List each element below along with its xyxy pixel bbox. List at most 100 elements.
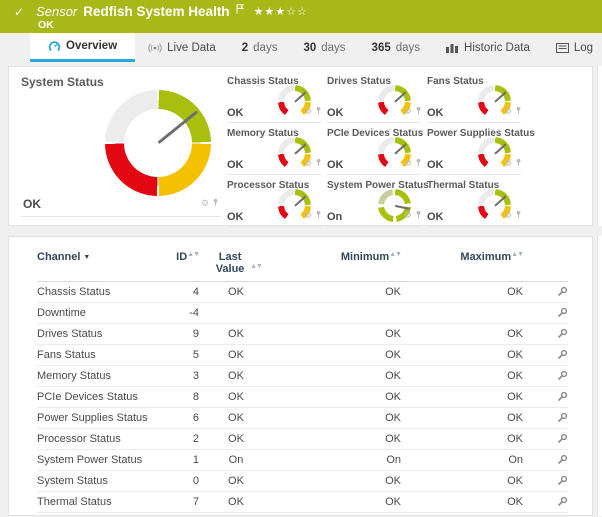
channel-name[interactable]: Processor Status [37,428,165,450]
channel-minimum: OK [273,323,401,345]
channel-name[interactable]: PCIe Devices Status [37,386,165,408]
channel-settings-icon[interactable] [556,410,568,427]
pin-icon[interactable] [315,102,322,120]
sensor-header: ✓ Sensor Redfish System Health ★★★☆☆ OK [0,0,602,33]
channel-settings-icon[interactable] [556,284,568,301]
cell-title: Chassis Status [227,76,299,87]
gear-icon[interactable]: ⚙ [200,197,209,208]
channel-name[interactable]: Downtime [37,302,165,324]
channel-last-value: OK [199,407,273,429]
gear-icon[interactable]: ⚙ [403,209,412,220]
gear-icon[interactable]: ⚙ [303,209,312,220]
tab-historic-data[interactable]: Historic Data [433,33,543,62]
pin-icon[interactable] [315,206,322,224]
cell-value: OK [327,159,344,171]
channel-last-value: On [199,449,273,471]
channel-settings-icon[interactable] [556,368,568,385]
system-status-cell[interactable]: System Status OK ⚙ [21,75,221,217]
gauge-cell-drives-status[interactable]: Drives Status OK ⚙ [327,73,421,123]
channel-id: 1 [165,449,199,471]
tab-log[interactable]: Log [543,33,602,62]
channel-name[interactable]: Power Supplies Status [37,407,165,429]
pin-icon[interactable] [515,154,522,172]
gauge-cell-chassis-status[interactable]: Chassis Status OK ⚙ [227,73,321,123]
pin-icon[interactable] [315,154,322,172]
channel-name[interactable]: System Power Status [37,449,165,471]
gauge-needle [157,110,198,145]
channel-id: 8 [165,386,199,408]
channel-maximum [401,302,523,324]
tab-bar: Overview Live Data 2 days 30 days 365 da… [0,33,602,62]
pin-icon[interactable] [515,206,522,224]
channel-settings-icon[interactable] [556,305,568,322]
sensor-title: Redfish System Health [83,4,230,19]
channel-name[interactable]: Chassis Status [37,281,165,303]
bar-chart-icon [446,44,459,53]
col-header-maximum[interactable]: Maximum▲▼ [401,247,524,282]
pin-icon[interactable] [515,102,522,120]
flag-icon[interactable] [236,2,244,18]
tab-overview-label: Overview [66,40,118,52]
channel-last-value: OK [199,428,273,450]
gear-icon[interactable]: ⚙ [503,209,512,220]
channel-settings-icon[interactable] [556,494,568,511]
gauge-cell-power-supplies-status[interactable]: Power Supplies Status OK ⚙ [427,125,535,175]
broadcast-icon [148,42,162,53]
channel-name[interactable]: Drives Status [37,323,165,345]
tab-log-label: Log [573,41,594,54]
col-header-minimum[interactable]: Minimum▲▼ [273,247,402,282]
status-gauge [278,189,311,222]
channel-maximum: On [401,449,523,471]
pin-icon[interactable] [415,154,422,172]
tab-365-days[interactable]: 365 days [359,33,433,62]
tab-30-days[interactable]: 30 days [290,33,358,62]
channel-name[interactable]: Fans Status [37,344,165,366]
gauge-cell-system-power-status[interactable]: System Power Status On ⚙ [327,177,429,227]
cell-value: On [327,211,343,223]
col-header-channel[interactable]: Channel ▼ [37,247,165,282]
channel-settings-icon[interactable] [556,473,568,490]
gauge-cell-fans-status[interactable]: Fans Status OK ⚙ [427,73,521,123]
pin-icon[interactable] [212,194,219,212]
channel-settings-icon[interactable] [556,389,568,406]
table-row: Downtime -4 [37,302,568,324]
gear-icon[interactable]: ⚙ [503,105,512,116]
gear-icon[interactable]: ⚙ [503,157,512,168]
channel-settings-icon[interactable] [556,431,568,448]
channel-name[interactable]: Memory Status [37,365,165,387]
channel-last-value: OK [199,323,273,345]
gear-icon[interactable]: ⚙ [403,105,412,116]
channel-settings-icon[interactable] [556,452,568,469]
channel-name[interactable]: Thermal Status [37,491,165,513]
pin-icon[interactable] [415,206,422,224]
pin-icon[interactable] [415,102,422,120]
channel-minimum: OK [273,428,401,450]
channel-minimum [273,302,401,324]
cell-title: System Power Status [327,180,429,191]
tab-overview[interactable]: Overview [30,33,136,62]
channel-minimum: OK [273,365,401,387]
channel-settings-icon[interactable] [556,347,568,364]
gauge-cell-processor-status[interactable]: Processor Status OK ⚙ [227,177,321,227]
channel-id: -4 [165,302,199,324]
gauge-cell-memory-status[interactable]: Memory Status OK ⚙ [227,125,321,175]
gauge-cell-thermal-status[interactable]: Thermal Status OK ⚙ [427,177,521,227]
stars-filled: ★★★ [253,6,287,18]
system-status-value: OK [23,197,41,211]
gear-icon[interactable]: ⚙ [303,157,312,168]
priority-stars[interactable]: ★★★☆☆ [254,4,308,20]
gear-icon[interactable]: ⚙ [403,157,412,168]
channel-name[interactable]: System Status [37,470,165,492]
cell-value: OK [427,159,444,171]
tab-2-days[interactable]: 2 days [229,33,291,62]
channel-settings-icon[interactable] [556,326,568,343]
gauge-needle [293,142,307,155]
gear-icon[interactable]: ⚙ [303,105,312,116]
gauge-needle [293,90,307,103]
gauge-cell-pcie-devices-status[interactable]: PCIe Devices Status OK ⚙ [327,125,423,175]
col-header-id[interactable]: ID▲▼ [165,247,200,282]
tab-live-data[interactable]: Live Data [135,33,229,62]
col-header-last-value[interactable]: Last Value ▲▼ [199,247,273,282]
status-gauge [478,189,511,222]
cell-title: Thermal Status [427,180,500,191]
